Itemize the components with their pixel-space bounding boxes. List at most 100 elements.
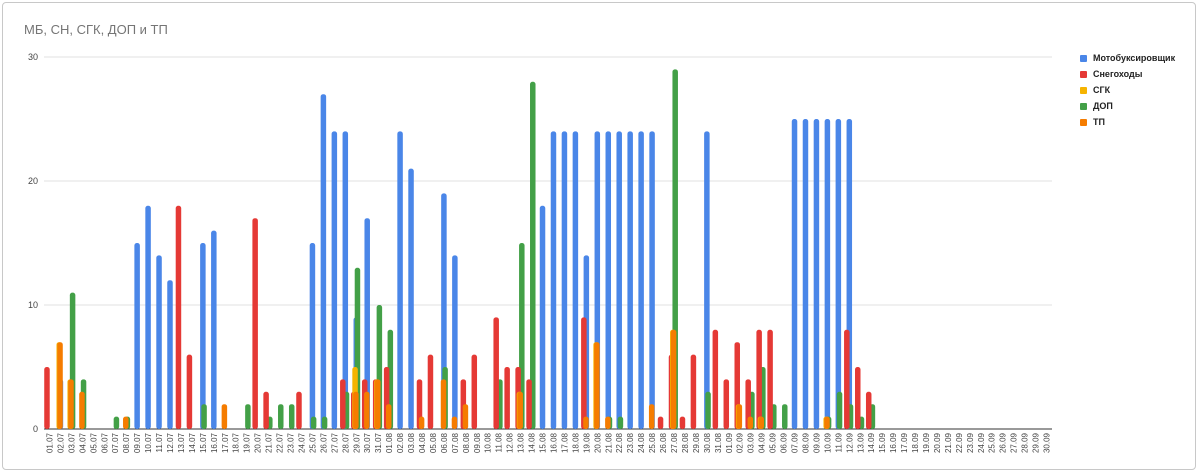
bar-Мотобуксировщик-25.07: [309, 243, 316, 429]
bar-Снегоходы-14.08: [526, 379, 532, 429]
x-tick-label: 07.07: [111, 432, 120, 453]
x-tick-label: 24.07: [297, 432, 306, 453]
bar-Снегоходы-13.09: [855, 367, 861, 429]
bar-Мотобуксировщик-02.08: [397, 131, 403, 429]
bar-ДОП-11.09: [836, 391, 843, 429]
x-tick-label: 29.08: [692, 432, 701, 453]
bar-Мотобуксировщик-07.09: [791, 119, 798, 429]
x-tick-label: 10.09: [823, 432, 832, 453]
x-tick-label: 03.08: [407, 432, 416, 453]
legend-item: Мотобуксировщик: [1080, 50, 1175, 66]
bar-ТП-17.07: [221, 404, 228, 429]
x-tick-label: 11.08: [495, 432, 504, 452]
bar-ДОП-19.07: [245, 404, 251, 429]
x-tick-label: 13.08: [517, 432, 526, 453]
bar-ТП-01.08: [385, 404, 392, 429]
bar-Снегоходы-24.07: [296, 391, 302, 429]
bar-Мотобуксировщик-11.09: [835, 119, 842, 429]
bar-ТП-04.07: [79, 391, 85, 429]
x-tick-label: 11.07: [155, 432, 164, 452]
legend-label: СГК: [1093, 85, 1111, 95]
x-tick-label: 16.08: [549, 432, 558, 453]
x-tick-label: 02.07: [56, 432, 65, 453]
legend-label: Мотобуксировщик: [1093, 53, 1176, 63]
x-tick-label: 03.09: [747, 432, 756, 453]
bar-Мотобуксировщик-07.08: [452, 255, 458, 429]
x-tick-label: 02.08: [396, 432, 405, 453]
x-tick-label: 09.09: [812, 432, 821, 453]
x-tick-label: 24.08: [637, 432, 646, 453]
x-tick-label: 06.08: [440, 432, 449, 453]
bar-Мотобуксировщик-09.09: [813, 119, 820, 429]
legend-swatch: [1080, 70, 1087, 78]
x-tick-label: 22.08: [615, 432, 624, 453]
x-tick-label: 01.07: [45, 432, 54, 453]
bar-Снегоходы-13.07: [175, 205, 182, 429]
bar-ТП-03.07: [68, 379, 74, 429]
bar-ДОП-30.08: [705, 391, 711, 429]
x-tick-label: 10.07: [144, 432, 153, 453]
bar-Снегоходы-12.09: [844, 329, 850, 429]
x-tick-label: 17.09: [900, 432, 909, 453]
x-tick-label: 05.09: [769, 432, 778, 453]
x-tick-label: 03.07: [67, 432, 76, 453]
bar-ТП-21.08: [605, 416, 611, 429]
bar-Мотобуксировщик-15.07: [200, 243, 206, 429]
x-tick-label: 18.08: [571, 432, 580, 453]
bar-Снегоходы-20.07: [252, 218, 258, 429]
bar-ДОП-26.07: [321, 416, 328, 429]
bar-Мотобуксировщик-28.07: [342, 131, 349, 429]
bar-Мотобуксировщик-16.08: [550, 131, 557, 429]
bar-Мотобуксировщик-21.08: [605, 131, 612, 429]
x-tick-label: 15.09: [878, 432, 887, 453]
x-tick-label: 26.08: [659, 432, 668, 453]
bar-ДОП-06.09: [782, 404, 788, 429]
x-tick-label: 06.09: [780, 432, 789, 453]
x-tick-label: 29.07: [352, 432, 361, 453]
legend-label: Снегоходы: [1093, 69, 1143, 79]
bar-ТП-06.08: [440, 379, 447, 429]
x-tick-label: 08.09: [801, 432, 810, 453]
legend-swatch: [1080, 118, 1087, 126]
x-tick-label: 07.09: [791, 432, 800, 453]
bar-Мотобуксировщик-26.07: [320, 94, 327, 429]
x-tick-label: 21.09: [944, 432, 953, 453]
x-tick-label: 26.07: [319, 432, 328, 453]
x-tick-label: 28.08: [681, 432, 690, 453]
bar-Мотобуксировщик-09.07: [134, 243, 140, 429]
x-tick-label: 23.09: [966, 432, 975, 453]
chart-legend: Мотобуксировщик Снегоходы СГК ДОП ТП: [1080, 50, 1175, 130]
bar-Снегоходы-29.08: [690, 354, 697, 429]
x-tick-label: 11.09: [834, 432, 843, 452]
bar-ТП-31.07: [375, 379, 381, 429]
x-tick-label: 09.07: [133, 432, 142, 453]
bar-ДОП-15.07: [201, 404, 207, 429]
x-tick-label: 01.08: [385, 432, 394, 453]
x-tick-label: 14.08: [528, 432, 537, 453]
x-tick-label: 05.08: [429, 432, 438, 453]
x-tick-label: 21.07: [265, 432, 274, 453]
x-tick-label: 18.09: [911, 432, 920, 453]
y-tick-label: 20: [28, 176, 38, 186]
bar-ТП-19.08: [583, 416, 589, 429]
bar-ТП-08.08: [462, 404, 469, 429]
x-tick-label: 07.08: [451, 432, 460, 453]
bar-ТП-27.08: [670, 329, 677, 429]
x-tick-label: 28.09: [1021, 432, 1030, 453]
bar-Снегоходы-28.08: [679, 416, 686, 429]
bar-Мотобуксировщик-24.08: [638, 131, 644, 429]
bar-Мотобуксировщик-25.08: [649, 131, 655, 429]
x-tick-label: 12.08: [506, 432, 515, 453]
bar-Мотобуксировщик-03.08: [408, 168, 414, 429]
chart-title: МБ, СН, СГК, ДОП и ТП: [24, 22, 168, 37]
y-tick-label: 30: [28, 52, 38, 62]
bar-Снегоходы-14.09: [865, 391, 872, 429]
x-tick-label: 31.08: [714, 432, 723, 453]
bar-ТП-03.09: [747, 416, 754, 429]
bar-Мотобуксировщик-18.08: [572, 131, 579, 429]
x-tick-label: 12.09: [845, 432, 854, 453]
x-tick-label: 16.07: [210, 432, 219, 453]
x-tick-label: 10.08: [484, 432, 493, 453]
x-tick-label: 31.07: [374, 432, 383, 453]
